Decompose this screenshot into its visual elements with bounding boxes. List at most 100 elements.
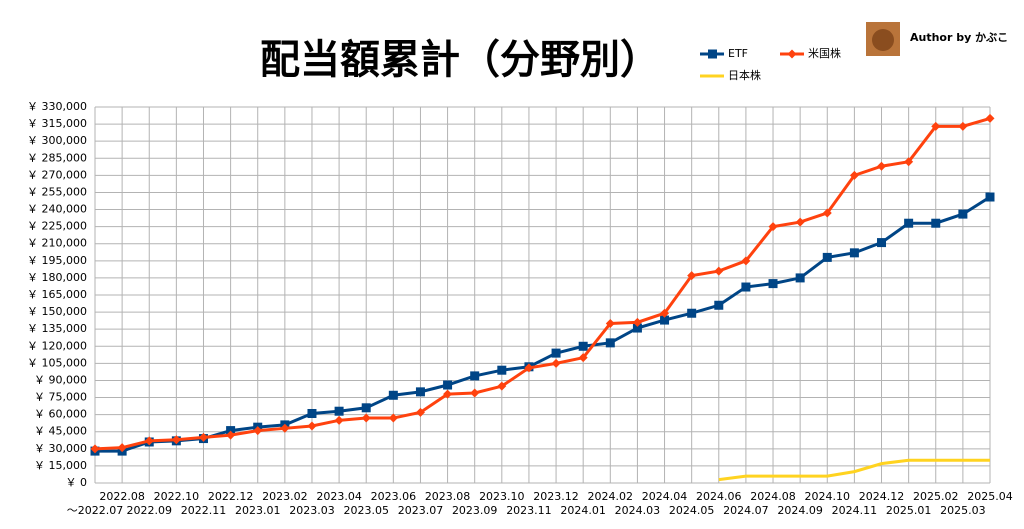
x-tick-label: 2023.04 <box>316 490 362 503</box>
marker <box>985 192 995 202</box>
marker <box>795 217 805 227</box>
x-tick-label: 2024.01 <box>560 504 606 517</box>
marker <box>795 273 805 283</box>
legend-marker <box>708 49 717 59</box>
author: Author by かぶこ <box>910 31 1008 44</box>
line <box>94 116 991 451</box>
marker <box>660 308 670 318</box>
marker <box>226 426 236 436</box>
x-tick-label: 2024.09 <box>777 504 823 517</box>
legend-label: 米国株 <box>808 46 841 60</box>
marker <box>334 406 344 416</box>
marker <box>931 121 941 131</box>
x-tick-label: 2023.11 <box>506 504 552 517</box>
y-tick-label: ￥ 240,000 <box>27 203 87 216</box>
x-tick-label: 2024.11 <box>832 504 878 517</box>
x-tick-label: 2023.10 <box>479 490 525 503</box>
x-tick-label: 2023.02 <box>262 490 308 503</box>
marker <box>470 371 480 381</box>
y-tick-label: ￥ 225,000 <box>27 220 87 233</box>
marker <box>578 341 588 351</box>
marker <box>361 403 371 413</box>
marker <box>226 430 236 440</box>
marker <box>443 389 453 399</box>
marker <box>198 432 208 442</box>
x-tick-label: 2022.11 <box>181 504 227 517</box>
line <box>95 195 991 453</box>
y-tick-label: ￥ 270,000 <box>27 168 87 181</box>
x-tick-label: 2022.09 <box>126 504 172 517</box>
x-tick-label: 2025.04 <box>967 490 1013 503</box>
x-tick-label: 2023.08 <box>425 490 471 503</box>
y-tick-label: ￥ 120,000 <box>27 339 87 352</box>
marker <box>470 388 480 398</box>
y-tick-label: ￥ 15,000 <box>34 459 87 472</box>
marker <box>415 407 425 417</box>
marker <box>117 443 127 453</box>
x-tick-label: 2023.05 <box>343 504 389 517</box>
marker <box>687 308 697 318</box>
marker <box>171 435 181 445</box>
marker <box>144 436 154 446</box>
marker <box>660 315 670 325</box>
x-tick-label: 2025.01 <box>886 504 932 517</box>
legend-label: ETF <box>728 47 748 60</box>
marker <box>877 238 887 248</box>
x-tick-label: 2023.01 <box>235 504 281 517</box>
marker <box>714 266 724 276</box>
x-tick-label: 2024.06 <box>696 490 742 503</box>
marker <box>904 218 914 228</box>
y-tick-label: ￥ 330,000 <box>27 100 87 113</box>
marker <box>415 387 425 397</box>
x-tick-label: 2024.02 <box>588 490 634 503</box>
x-tick-label: 2024.07 <box>723 504 769 517</box>
x-tick-label: 2022.10 <box>154 490 200 503</box>
legend-marker <box>787 49 797 59</box>
x-tick-label: 2024.10 <box>805 490 851 503</box>
x-tick-label: 2024.03 <box>615 504 661 517</box>
marker <box>497 381 507 391</box>
marker <box>849 248 859 258</box>
y-tick-label: ￥ 285,000 <box>27 151 87 164</box>
marker <box>605 338 615 348</box>
marker <box>307 408 317 418</box>
x-tick-label: 2023.12 <box>533 490 579 503</box>
x-tick-label: 2023.07 <box>398 504 444 517</box>
marker <box>822 208 832 218</box>
y-tick-label: ￥ 180,000 <box>27 271 87 284</box>
y-tick-label: ￥ 60,000 <box>34 408 87 421</box>
x-tick-label: 2025.03 <box>940 504 986 517</box>
y-tick-label: ￥ 165,000 <box>27 288 87 301</box>
y-tick-label: ￥ 300,000 <box>27 134 87 147</box>
marker <box>822 252 832 262</box>
avatar-face <box>872 29 894 51</box>
y-tick-label: ￥ 0 <box>66 476 88 489</box>
marker <box>551 348 561 358</box>
x-tick-label: 2024.05 <box>669 504 715 517</box>
marker <box>741 282 751 292</box>
y-tick-label: ￥ 45,000 <box>34 425 87 438</box>
marker <box>931 218 941 228</box>
legend-label: 日本株 <box>728 68 761 82</box>
y-tick-label: ￥ 135,000 <box>27 322 87 335</box>
chart-title: 配当額累計（分野別） <box>260 37 660 83</box>
marker <box>361 413 371 423</box>
x-tick-label: ～2022.07 <box>67 504 124 517</box>
marker <box>551 358 561 368</box>
marker <box>904 157 914 167</box>
x-tick-label: 2022.12 <box>208 490 254 503</box>
marker <box>877 161 887 171</box>
x-tick-label: 2022.08 <box>99 490 145 503</box>
x-tick-label: 2024.12 <box>859 490 905 503</box>
y-tick-label: ￥ 255,000 <box>27 185 87 198</box>
marker <box>388 413 398 423</box>
y-tick-label: ￥ 105,000 <box>27 356 87 369</box>
marker <box>958 209 968 219</box>
x-tick-label: 2023.09 <box>452 504 498 517</box>
marker <box>687 271 697 281</box>
x-tick-label: 2024.08 <box>750 490 796 503</box>
marker <box>524 363 534 373</box>
marker <box>90 444 100 454</box>
marker <box>388 390 398 400</box>
